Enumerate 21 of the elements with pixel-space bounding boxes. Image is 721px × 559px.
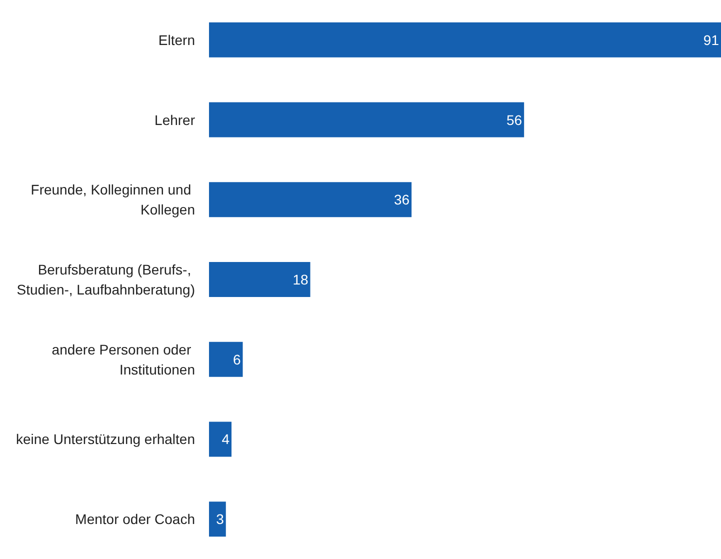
y-tick-label: andere Personen oder Institutionen: [52, 341, 195, 378]
bar: [209, 262, 310, 297]
data-label: 56: [506, 112, 522, 128]
y-tick-label: Mentor oder Coach: [75, 511, 195, 528]
y-tick-label: keine Unterstützung erhalten: [16, 431, 195, 448]
data-label: 3: [216, 511, 224, 528]
y-tick-label: Eltern: [158, 32, 195, 48]
y-tick-label: Berufsberatung (Berufs-, Studien-, Laufbahnberatung): [16, 262, 195, 298]
data-label: 6: [232, 351, 241, 368]
bar: [209, 422, 232, 457]
y-tick-label: Lehrer: [154, 112, 196, 128]
data-label: 18: [292, 272, 308, 288]
data-label: 91: [703, 32, 720, 48]
bar: [209, 502, 226, 537]
y-tick-label: Freunde, Kolleginnen und Kollegen: [30, 182, 195, 218]
data-label: 4: [222, 431, 230, 448]
bar: [209, 22, 721, 58]
bar: [209, 102, 524, 138]
bar: [209, 182, 412, 218]
data-label: 36: [394, 192, 410, 208]
bar: [209, 342, 243, 377]
